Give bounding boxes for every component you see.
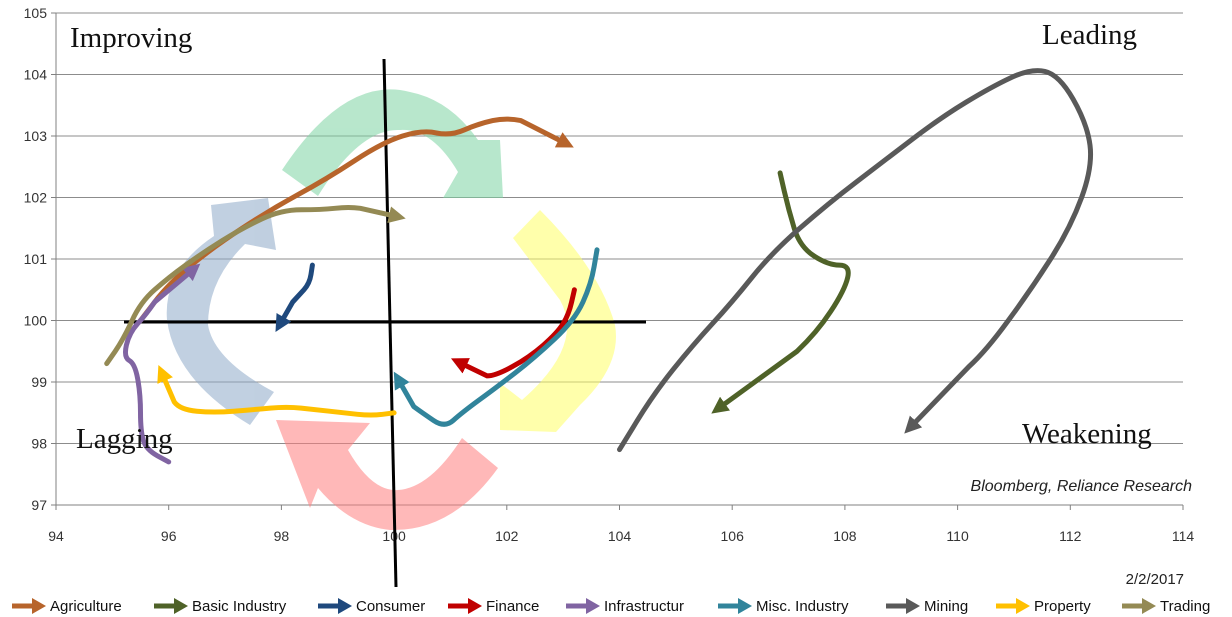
legend-label-property: Property bbox=[1034, 598, 1091, 615]
y-tick-label: 97 bbox=[31, 497, 47, 513]
y-tick-labels: 97 98 99 100 101 102 103 104 105 bbox=[24, 5, 56, 513]
chart-date: 2/2/2017 bbox=[1126, 571, 1184, 588]
legend-label-finance: Finance bbox=[486, 598, 539, 615]
x-tick-label: 110 bbox=[946, 528, 969, 544]
y-tick-label: 103 bbox=[24, 128, 48, 144]
legend-arrow-icon bbox=[468, 598, 482, 614]
legend-label-consumer: Consumer bbox=[356, 598, 425, 615]
x-tick-label: 96 bbox=[161, 528, 177, 544]
x-tick-label: 94 bbox=[48, 528, 64, 544]
legend-arrow-icon bbox=[338, 598, 352, 614]
legend-arrow-icon bbox=[906, 598, 920, 614]
quadrant-label-weakening: Weakening bbox=[1022, 418, 1152, 450]
legend-arrow-icon bbox=[174, 598, 188, 614]
series-line-consumer bbox=[281, 265, 312, 322]
y-tick-label: 100 bbox=[24, 313, 48, 329]
y-tick-label: 101 bbox=[24, 251, 48, 267]
x-tick-labels: 949698100102104106108110112114 bbox=[48, 505, 1194, 544]
rotation-arrow-bottom-icon bbox=[276, 420, 498, 530]
y-tick-label: 98 bbox=[31, 436, 47, 452]
x-tick-label: 112 bbox=[1059, 528, 1082, 544]
legend-label-basic-industry: Basic Industry bbox=[192, 598, 287, 615]
x-tick-label: 108 bbox=[833, 528, 857, 544]
legend-arrow-icon bbox=[738, 598, 752, 614]
legend-label-infrastructur: Infrastructur bbox=[604, 598, 684, 615]
y-tick-label: 104 bbox=[24, 67, 48, 83]
quadrant-label-improving: Improving bbox=[70, 22, 192, 54]
y-tick-label: 105 bbox=[24, 5, 48, 21]
quadrant-label-leading: Leading bbox=[1042, 19, 1137, 51]
series-line-mining bbox=[620, 71, 1091, 450]
y-tick-label: 99 bbox=[31, 374, 47, 390]
legend-arrow-icon bbox=[32, 598, 46, 614]
x-tick-label: 106 bbox=[721, 528, 745, 544]
legend-label-misc-industry: Misc. Industry bbox=[756, 598, 849, 615]
legend-label-mining: Mining bbox=[924, 598, 968, 615]
legend-arrow-icon bbox=[586, 598, 600, 614]
legend-label-trading: Trading bbox=[1160, 598, 1210, 615]
x-tick-label: 104 bbox=[608, 528, 632, 544]
legend-arrow-icon bbox=[1142, 598, 1156, 614]
legend-label-agriculture: Agriculture bbox=[50, 598, 122, 615]
rotation-arrow-left-icon bbox=[167, 198, 276, 425]
legend-arrow-icon bbox=[1016, 598, 1030, 614]
y-tick-label: 102 bbox=[24, 190, 48, 206]
rotation-arrow-top-icon bbox=[282, 89, 503, 198]
x-tick-label: 114 bbox=[1172, 528, 1195, 544]
x-tick-label: 98 bbox=[274, 528, 290, 544]
quadrant-label-lagging: Lagging bbox=[76, 423, 173, 455]
x-tick-label: 102 bbox=[495, 528, 519, 544]
rotation-arrows bbox=[167, 89, 616, 530]
legend: Agriculture Basic Industry Consumer Finance… bbox=[12, 598, 1210, 615]
source-note: Bloomberg, Reliance Research bbox=[971, 478, 1193, 495]
